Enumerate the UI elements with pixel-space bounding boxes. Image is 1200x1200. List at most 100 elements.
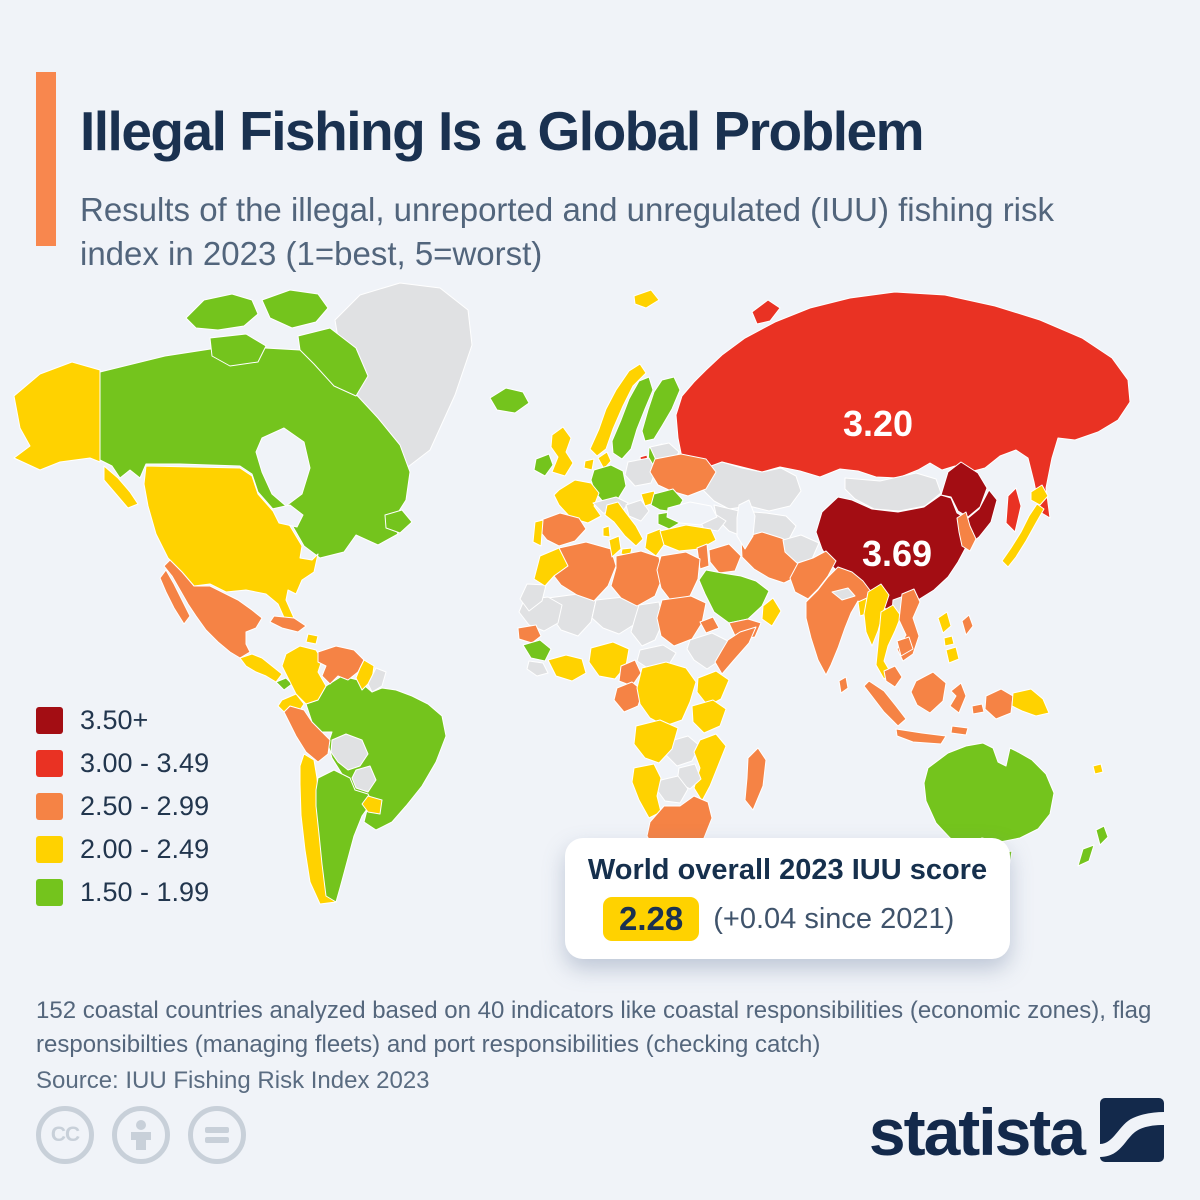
- legend-swatch-2-00-2-49: [36, 836, 63, 863]
- map-region-italy: [604, 501, 644, 547]
- title-accent-bar: [36, 72, 56, 246]
- legend-label: 2.50 - 2.99: [80, 791, 210, 821]
- map-region-paraguay: [351, 765, 377, 793]
- map-region-indonesia: [910, 671, 947, 714]
- legend-swatch-2-50-2-99: [36, 793, 63, 820]
- map-region-taiwan: [961, 614, 974, 636]
- map-region-west-papua: [984, 688, 1014, 720]
- map-region-saudi-arabia: [698, 569, 770, 624]
- map-region-papua-new-guinea: [1011, 688, 1050, 717]
- map-region-uruguay: [361, 795, 383, 815]
- map-region-madagascar: [744, 747, 767, 811]
- map-region-ireland: [533, 453, 554, 477]
- map-region-cambodia: [896, 636, 914, 657]
- map-legend: 3.50+ 3.00 - 3.49 2.50 - 2.99 2.00 - 2.4…: [36, 699, 209, 914]
- map-region-tanzania: [691, 699, 727, 734]
- map-region-ghana-ivory-coast: [547, 654, 587, 682]
- map-region-philippines: [943, 635, 955, 647]
- map-region-spain: [538, 512, 587, 547]
- map-region-somalia: [714, 626, 757, 675]
- legend-row: 3.00 - 3.49: [36, 742, 209, 785]
- map-region-central-america: [239, 653, 283, 683]
- map-region-sudan: [656, 595, 707, 647]
- cc-license-icons: CC: [36, 1106, 246, 1164]
- legend-row: 1.50 - 1.99: [36, 871, 209, 914]
- map-region-denmark: [597, 451, 612, 470]
- map-region-sierra-leone: [526, 660, 549, 677]
- map-region-hispaniola: [305, 633, 319, 645]
- map-region-argentina: [315, 769, 373, 903]
- page-subtitle: Results of the illegal, unreported and u…: [80, 191, 1055, 272]
- methodology-note: 152 coastal countries analyzed based on …: [36, 997, 1152, 1059]
- map-region-fiji: [1092, 763, 1104, 775]
- map-region-oman: [761, 597, 782, 627]
- caspian-sea: [736, 499, 756, 550]
- hudson-bay: [255, 427, 311, 507]
- map-region-indonesia: [971, 703, 985, 715]
- legend-swatch-3-50-plus: [36, 707, 63, 734]
- map-region-egypt: [656, 551, 701, 602]
- black-sea: [666, 501, 718, 526]
- statista-logo-text: statista: [868, 1095, 1086, 1169]
- map-region-china: [940, 461, 988, 518]
- map-region-peru: [283, 705, 331, 763]
- map-region-philippines: [945, 646, 960, 664]
- map-region-tunisia: [608, 535, 622, 558]
- map-region-sweden: [611, 376, 654, 460]
- map-region-cameroon: [618, 659, 642, 687]
- map-region-netherlands: [583, 458, 595, 471]
- map-region-indonesia: [950, 725, 969, 736]
- map-region-balkans: [625, 499, 650, 522]
- map-region-senegal: [517, 624, 542, 644]
- cc-by-person-icon: [112, 1106, 170, 1164]
- map-region-kenya: [696, 670, 730, 707]
- map-region-russia: [751, 299, 781, 325]
- map-region-dr-congo: [636, 661, 697, 727]
- map-region-colombia: [281, 645, 327, 705]
- map-region-algeria: [553, 541, 617, 602]
- map-region-venezuela: [317, 645, 365, 685]
- map-region-myanmar: [863, 583, 890, 647]
- map-region-chad: [630, 601, 664, 647]
- map-region-indonesia: [949, 682, 967, 714]
- cc-nd-equals-icon: [188, 1106, 246, 1164]
- map-region-greece: [644, 528, 667, 557]
- legend-label: 3.00 - 3.49: [80, 748, 210, 778]
- map-region-canada: [185, 293, 259, 331]
- map-region-ukraine: [649, 453, 717, 497]
- map-region-portugal: [532, 519, 544, 547]
- score-change-text: (+0.04 since 2021): [713, 902, 955, 935]
- map-region-turkey: [659, 524, 717, 552]
- map-region-indonesia: [895, 728, 947, 745]
- map-region-alaska: [103, 465, 139, 509]
- map-region-suriname: [367, 667, 387, 693]
- map-region-philippines: [937, 611, 952, 634]
- legend-label: 3.50+: [80, 705, 149, 735]
- callout-score-row: 2.28 (+0.04 since 2021): [565, 897, 1010, 941]
- map-region-libya: [610, 550, 664, 607]
- map-region-france: [553, 479, 602, 524]
- map-region-australia: [923, 742, 1055, 846]
- legend-row: 2.00 - 2.49: [36, 828, 209, 871]
- world-score-badge: 2.28: [603, 897, 700, 941]
- map-region-iraq: [708, 543, 742, 574]
- russia-value-label: 3.20: [843, 403, 913, 444]
- map-region-indonesia: [863, 680, 907, 727]
- map-region-canada: [384, 509, 413, 534]
- map-region-angola: [633, 719, 679, 764]
- map-region-gabon-congo: [613, 681, 644, 713]
- map-region-italy: [602, 525, 611, 538]
- map-region-canada: [261, 289, 329, 329]
- map-region-guinea: [522, 639, 552, 662]
- map-region-kazakhstan: [699, 461, 802, 512]
- map-region-cuba: [269, 615, 307, 633]
- statista-brand: statista: [869, 1094, 1164, 1170]
- map-region-canada: [209, 333, 267, 367]
- map-region-japan: [1030, 484, 1049, 506]
- map-region-korea: [956, 511, 977, 552]
- map-region-poland: [624, 457, 657, 487]
- map-region-norway: [589, 363, 647, 457]
- map-region-japan: [1001, 503, 1045, 568]
- map-region-eritrea: [699, 616, 720, 634]
